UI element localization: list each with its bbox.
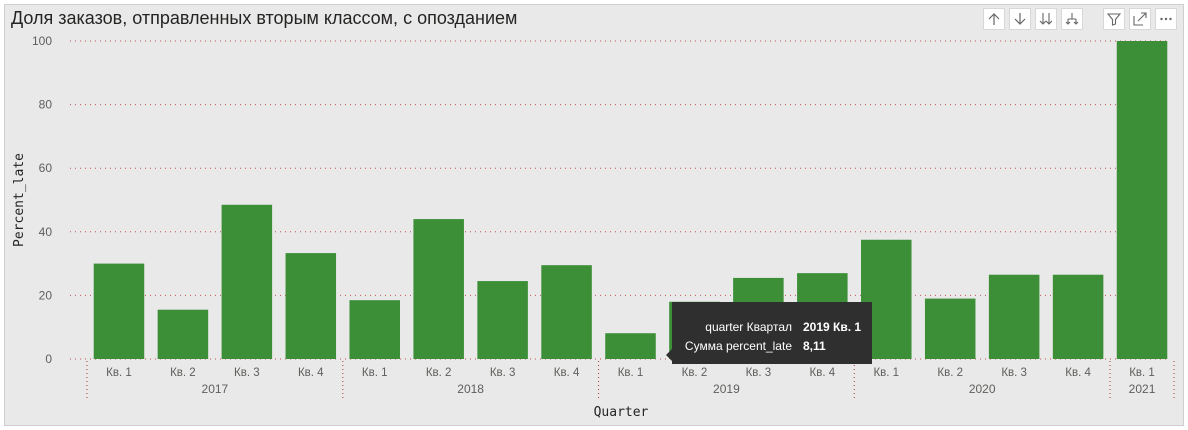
filter-button[interactable] xyxy=(1103,8,1125,30)
focus-mode-icon xyxy=(1133,12,1147,26)
expand-hierarchy-icon xyxy=(1065,13,1079,25)
x-tick-label: Кв. 3 xyxy=(1001,367,1027,379)
x-tick-label: Кв. 1 xyxy=(618,367,644,379)
chart-title: Доля заказов, отправленных вторым классо… xyxy=(11,8,518,28)
bar xyxy=(413,219,464,359)
bar xyxy=(157,309,209,359)
bar xyxy=(1052,274,1104,359)
bar xyxy=(988,274,1040,359)
tooltip-label: quarter Квартал xyxy=(705,320,792,334)
more-options-button[interactable] xyxy=(1155,8,1177,30)
focus-mode-button[interactable] xyxy=(1129,8,1151,30)
filter-icon xyxy=(1107,13,1121,26)
bar xyxy=(285,253,337,359)
x-tick-label: Кв. 1 xyxy=(1129,367,1155,379)
bar xyxy=(605,333,656,359)
data-tooltip: quarter Квартал 2019 Кв. 1 Сумма percent… xyxy=(666,302,872,364)
tooltip-label: Сумма percent_late xyxy=(684,339,792,353)
x-tick-label: Кв. 1 xyxy=(106,367,132,379)
x-tick-label: Кв. 2 xyxy=(937,367,963,379)
arrow-down-icon xyxy=(1014,13,1026,25)
bar xyxy=(541,265,592,359)
x-group-label: 2020 xyxy=(969,382,996,396)
x-tick-label: Кв. 4 xyxy=(1065,367,1091,379)
tooltip-row-category: quarter Квартал 2019 Кв. 1 xyxy=(672,320,872,336)
visual-toolbar xyxy=(983,8,1177,30)
tooltip-value: 2019 Кв. 1 xyxy=(803,320,862,334)
y-tick-label: 20 xyxy=(39,288,53,302)
x-tick-label: Кв. 4 xyxy=(554,367,580,379)
x-tick-label: Кв. 4 xyxy=(810,367,836,379)
x-tick-label: Кв. 3 xyxy=(234,367,260,379)
x-tick-label: Кв. 1 xyxy=(362,367,388,379)
bar xyxy=(1116,41,1168,359)
x-tick-label: Кв. 2 xyxy=(682,367,708,379)
y-tick-label: 80 xyxy=(39,98,53,112)
bar xyxy=(349,300,400,359)
y-tick-label: 60 xyxy=(39,161,53,175)
bar xyxy=(93,263,145,359)
tooltip-row-value: Сумма percent_late 8,11 xyxy=(672,339,872,355)
bar xyxy=(477,281,528,359)
y-tick-label: 40 xyxy=(39,225,53,239)
x-group-label: 2018 xyxy=(457,382,484,396)
x-tick-label: Кв. 4 xyxy=(298,367,324,379)
x-tick-label: Кв. 3 xyxy=(746,367,772,379)
x-group-label: 2017 xyxy=(202,382,229,396)
double-arrow-down-icon xyxy=(1039,13,1053,25)
x-group-label: 2019 xyxy=(713,382,740,396)
drill-down-button[interactable] xyxy=(1009,8,1031,30)
drill-up-button[interactable] xyxy=(983,8,1005,30)
x-tick-label: Кв. 3 xyxy=(490,367,516,379)
y-tick-label: 0 xyxy=(45,352,52,366)
y-tick-label: 100 xyxy=(32,34,52,48)
x-group-label: 2021 xyxy=(1129,382,1156,396)
expand-all-button[interactable] xyxy=(1061,8,1083,30)
go-to-next-level-button[interactable] xyxy=(1035,8,1057,30)
y-axis-title: Percent_late xyxy=(12,153,27,247)
x-axis-title: Quarter xyxy=(594,405,649,420)
x-tick-label: Кв. 2 xyxy=(426,367,452,379)
more-options-icon xyxy=(1160,17,1172,21)
x-tick-label: Кв. 2 xyxy=(170,367,196,379)
bar xyxy=(221,204,273,359)
x-tick-label: Кв. 1 xyxy=(873,367,899,379)
bar xyxy=(924,298,976,359)
arrow-up-icon xyxy=(988,13,1000,25)
tooltip-value: 8,11 xyxy=(803,339,826,353)
tooltip-caret xyxy=(666,349,672,361)
